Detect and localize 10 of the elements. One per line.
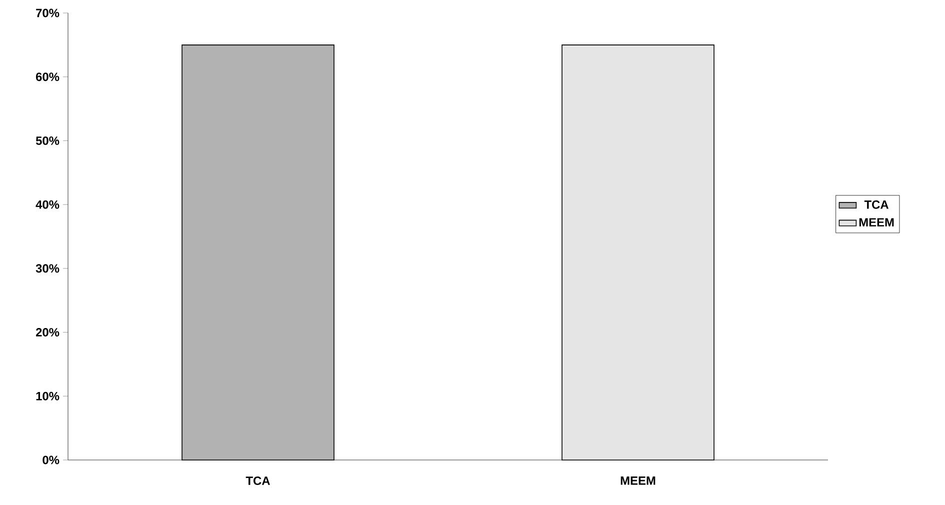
legend-label: TCA: [864, 200, 888, 209]
y-tick-label: 40%: [36, 200, 60, 209]
y-tick-label: 50%: [36, 136, 60, 145]
y-tick-label: 0%: [42, 456, 60, 464]
y-tick-label: 60%: [36, 72, 60, 82]
y-tick-label: 70%: [36, 8, 60, 18]
legend-label: MEEM: [859, 218, 894, 226]
y-tick-label: 10%: [36, 392, 60, 400]
y-tick-label: 30%: [36, 264, 60, 273]
y-tick-label: 20%: [36, 328, 60, 336]
